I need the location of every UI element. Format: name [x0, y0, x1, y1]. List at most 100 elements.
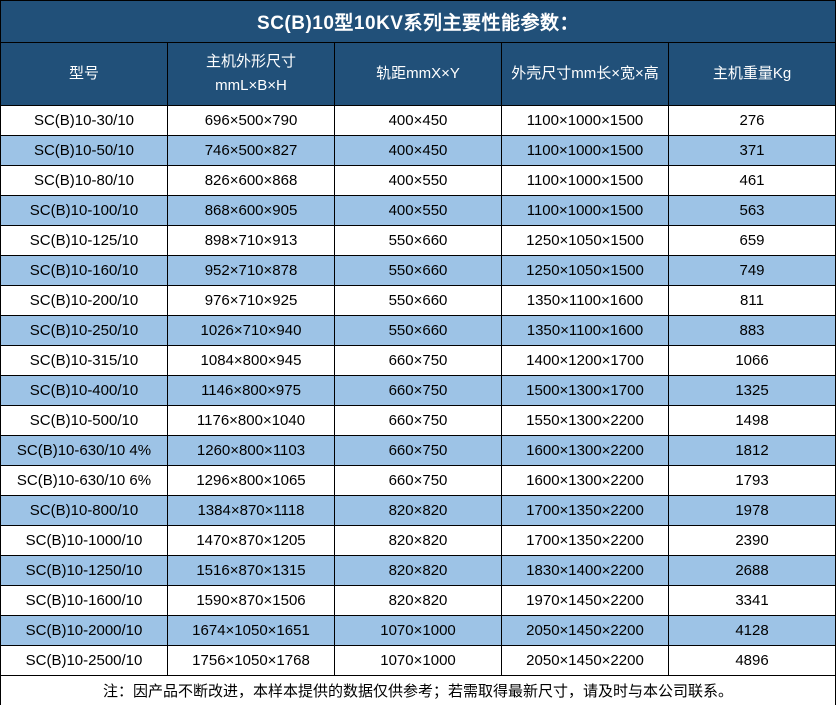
footnote-row: 注：因产品不断改进，本样本提供的数据仅供参考；若需取得最新尺寸，请及时与本公司联…: [0, 675, 836, 705]
table-row: SC(B)10-630/10 6% 1296×800×1065 660×750 160…: [0, 465, 836, 496]
cell-shell-dimensions: 1350×1100×1600: [501, 285, 669, 316]
table-row: SC(B)10-250/10 1026×710×940 550×660 1350×11…: [0, 315, 836, 346]
cell-model: SC(B)10-250/10: [0, 315, 168, 346]
table-row: SC(B)10-500/10 1176×800×1040 660×750 1550×1…: [0, 405, 836, 436]
cell-unit-dimensions: 1674×1050×1651: [167, 615, 335, 646]
cell-weight: 749: [668, 255, 836, 286]
table-row: SC(B)10-160/10 952×710×878 550×660 1250×105…: [0, 255, 836, 286]
cell-unit-dimensions: 868×600×905: [167, 195, 335, 226]
cell-unit-dimensions: 1516×870×1315: [167, 555, 335, 586]
cell-unit-dimensions: 826×600×868: [167, 165, 335, 196]
cell-model: SC(B)10-2000/10: [0, 615, 168, 646]
cell-model: SC(B)10-1250/10: [0, 555, 168, 586]
cell-shell-dimensions: 2050×1450×2200: [501, 615, 669, 646]
cell-rail-gauge: 820×820: [334, 585, 502, 616]
cell-shell-dimensions: 1830×1400×2200: [501, 555, 669, 586]
cell-shell-dimensions: 1250×1050×1500: [501, 225, 669, 256]
cell-rail-gauge: 400×450: [334, 135, 502, 166]
table-row: SC(B)10-1000/10 1470×870×1205 820×820 1700×…: [0, 525, 836, 556]
cell-model: SC(B)10-1600/10: [0, 585, 168, 616]
cell-rail-gauge: 550×660: [334, 225, 502, 256]
cell-unit-dimensions: 1176×800×1040: [167, 405, 335, 436]
cell-model: SC(B)10-2500/10: [0, 645, 168, 676]
cell-weight: 2390: [668, 525, 836, 556]
cell-shell-dimensions: 1970×1450×2200: [501, 585, 669, 616]
table-row: SC(B)10-1600/10 1590×870×1506 820×820 1970×…: [0, 585, 836, 616]
cell-model: SC(B)10-500/10: [0, 405, 168, 436]
cell-weight: 1325: [668, 375, 836, 406]
cell-rail-gauge: 660×750: [334, 435, 502, 466]
cell-rail-gauge: 660×750: [334, 465, 502, 496]
cell-rail-gauge: 550×660: [334, 285, 502, 316]
title-row: SC(B)10型10KV系列主要性能参数：: [0, 0, 836, 43]
cell-weight: 1498: [668, 405, 836, 436]
cell-weight: 4896: [668, 645, 836, 676]
cell-model: SC(B)10-125/10: [0, 225, 168, 256]
cell-unit-dimensions: 1470×870×1205: [167, 525, 335, 556]
col-header-unit-dimensions: 主机外形尺寸 mmL×B×H: [167, 42, 335, 106]
cell-unit-dimensions: 1296×800×1065: [167, 465, 335, 496]
cell-weight: 1793: [668, 465, 836, 496]
cell-shell-dimensions: 1700×1350×2200: [501, 525, 669, 556]
cell-shell-dimensions: 1600×1300×2200: [501, 435, 669, 466]
cell-shell-dimensions: 1100×1000×1500: [501, 105, 669, 136]
cell-rail-gauge: 660×750: [334, 345, 502, 376]
cell-model: SC(B)10-315/10: [0, 345, 168, 376]
cell-shell-dimensions: 1700×1350×2200: [501, 495, 669, 526]
table-row: SC(B)10-1250/10 1516×870×1315 820×820 1830×…: [0, 555, 836, 586]
table-row: SC(B)10-315/10 1084×800×945 660×750 1400×12…: [0, 345, 836, 376]
footnote: 注：因产品不断改进，本样本提供的数据仅供参考；若需取得最新尺寸，请及时与本公司联…: [0, 675, 836, 705]
cell-rail-gauge: 400×550: [334, 195, 502, 226]
cell-rail-gauge: 820×820: [334, 555, 502, 586]
cell-model: SC(B)10-80/10: [0, 165, 168, 196]
cell-unit-dimensions: 976×710×925: [167, 285, 335, 316]
col-header-weight: 主机重量Kg: [668, 42, 836, 106]
table-row: SC(B)10-100/10 868×600×905 400×550 1100×100…: [0, 195, 836, 226]
cell-unit-dimensions: 746×500×827: [167, 135, 335, 166]
cell-rail-gauge: 400×550: [334, 165, 502, 196]
cell-rail-gauge: 820×820: [334, 495, 502, 526]
cell-rail-gauge: 1070×1000: [334, 615, 502, 646]
cell-weight: 1812: [668, 435, 836, 466]
cell-weight: 2688: [668, 555, 836, 586]
cell-unit-dimensions: 1026×710×940: [167, 315, 335, 346]
cell-weight: 371: [668, 135, 836, 166]
col-header-shell-dimensions: 外壳尺寸mm长×宽×高: [501, 42, 669, 106]
cell-weight: 1066: [668, 345, 836, 376]
table-row: SC(B)10-125/10 898×710×913 550×660 1250×105…: [0, 225, 836, 256]
cell-unit-dimensions: 952×710×878: [167, 255, 335, 286]
cell-shell-dimensions: 1100×1000×1500: [501, 195, 669, 226]
cell-unit-dimensions: 1756×1050×1768: [167, 645, 335, 676]
table-row: SC(B)10-30/10 696×500×790 400×450 1100×1000…: [0, 105, 836, 136]
cell-unit-dimensions: 1260×800×1103: [167, 435, 335, 466]
table-row: SC(B)10-800/10 1384×870×1118 820×820 1700×1…: [0, 495, 836, 526]
cell-rail-gauge: 550×660: [334, 315, 502, 346]
cell-unit-dimensions: 1084×800×945: [167, 345, 335, 376]
cell-model: SC(B)10-630/10 4%: [0, 435, 168, 466]
cell-model: SC(B)10-200/10: [0, 285, 168, 316]
cell-shell-dimensions: 1550×1300×2200: [501, 405, 669, 436]
cell-shell-dimensions: 2050×1450×2200: [501, 645, 669, 676]
table-title: SC(B)10型10KV系列主要性能参数：: [0, 0, 836, 43]
cell-rail-gauge: 1070×1000: [334, 645, 502, 676]
cell-weight: 883: [668, 315, 836, 346]
cell-unit-dimensions: 1384×870×1118: [167, 495, 335, 526]
cell-weight: 659: [668, 225, 836, 256]
table-row: SC(B)10-50/10 746×500×827 400×450 1100×1000…: [0, 135, 836, 166]
table-row: SC(B)10-400/10 1146×800×975 660×750 1500×13…: [0, 375, 836, 406]
cell-weight: 1978: [668, 495, 836, 526]
cell-model: SC(B)10-800/10: [0, 495, 168, 526]
cell-model: SC(B)10-1000/10: [0, 525, 168, 556]
table-row: SC(B)10-80/10 826×600×868 400×550 1100×1000…: [0, 165, 836, 196]
cell-model: SC(B)10-30/10: [0, 105, 168, 136]
table-row: SC(B)10-630/10 4% 1260×800×1103 660×750 160…: [0, 435, 836, 466]
cell-shell-dimensions: 1350×1100×1600: [501, 315, 669, 346]
cell-unit-dimensions: 1590×870×1506: [167, 585, 335, 616]
table-body: SC(B)10-30/10 696×500×790 400×450 1100×1000…: [0, 105, 836, 676]
cell-model: SC(B)10-400/10: [0, 375, 168, 406]
cell-weight: 811: [668, 285, 836, 316]
cell-shell-dimensions: 1400×1200×1700: [501, 345, 669, 376]
cell-weight: 276: [668, 105, 836, 136]
cell-unit-dimensions: 1146×800×975: [167, 375, 335, 406]
